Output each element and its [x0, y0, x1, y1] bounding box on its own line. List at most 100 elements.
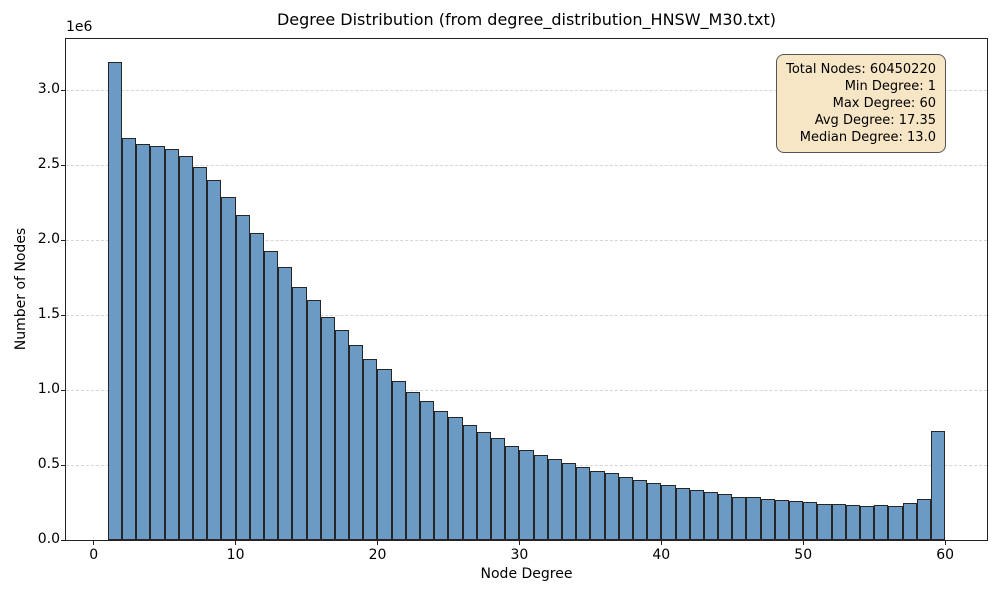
- histogram-bar-degree-12: [263, 250, 279, 540]
- histogram-bar-degree-15: [306, 300, 321, 540]
- histogram-bar-degree-3: [136, 144, 151, 540]
- histogram-bar-degree-21: [391, 381, 406, 540]
- gridline-y-1.5: [66, 315, 987, 316]
- histogram-bar-degree-30: [519, 450, 534, 540]
- stat-median-degree: Median Degree: 13.0: [799, 130, 936, 145]
- histogram-bar-degree-58: [916, 498, 931, 540]
- x-tick-mark-30: [518, 541, 520, 545]
- y-tick-mark-2.0: [61, 239, 65, 241]
- histogram-bar-degree-29: [505, 445, 520, 540]
- histogram-bar-degree-5: [164, 148, 179, 540]
- x-tick-label-40: 40: [652, 547, 671, 563]
- histogram-bar-degree-28: [491, 438, 506, 540]
- x-tick-label-60: 60: [936, 547, 955, 563]
- histogram-bar-degree-14: [292, 286, 307, 540]
- histogram-bar-degree-22: [405, 391, 421, 540]
- y-tick-mark-0.5: [61, 464, 65, 466]
- x-tick-label-0: 0: [89, 547, 99, 563]
- histogram-bar-degree-37: [618, 477, 633, 540]
- histogram-bar-degree-53: [845, 505, 860, 540]
- histogram-bar-degree-43: [703, 492, 719, 540]
- histogram-bar-degree-33: [561, 462, 577, 540]
- gridline-y-2.5: [66, 165, 987, 166]
- histogram-bar-degree-24: [434, 411, 449, 540]
- x-tick-label-50: 50: [794, 547, 813, 563]
- y-tick-mark-1.5: [61, 314, 65, 316]
- histogram-bar-degree-10: [235, 214, 250, 540]
- histogram-bar-degree-36: [604, 473, 619, 540]
- y-tick-label-1.0: 1.0: [37, 381, 60, 397]
- x-tick-label-10: 10: [226, 547, 245, 563]
- x-tick-label-20: 20: [368, 547, 387, 563]
- y-tick-label-2.0: 2.0: [37, 231, 60, 247]
- histogram-bar-degree-57: [902, 503, 917, 540]
- y-tick-label-3.0: 3.0: [37, 81, 60, 97]
- y-tick-label-2.5: 2.5: [37, 156, 60, 172]
- histogram-bar-degree-23: [420, 400, 435, 540]
- stat-avg-degree: Avg Degree: 17.35: [814, 113, 936, 128]
- y-tick-mark-3.0: [61, 89, 65, 91]
- gridline-y-1.0: [66, 390, 987, 391]
- histogram-bar-degree-17: [334, 330, 350, 540]
- y-tick-label-1.5: 1.5: [37, 306, 60, 322]
- x-tick-mark-10: [235, 541, 237, 545]
- stat-min-degree: Min Degree: 1: [844, 79, 936, 94]
- gridline-y-3.0: [66, 90, 987, 91]
- histogram-bar-degree-26: [462, 424, 477, 540]
- histogram-bar-degree-38: [632, 480, 648, 540]
- stat-total-nodes: Total Nodes: 60450220: [786, 62, 936, 77]
- histogram-bar-degree-42: [689, 489, 704, 540]
- x-tick-mark-40: [660, 541, 662, 545]
- y-tick-mark-2.5: [61, 164, 65, 166]
- x-tick-mark-0: [93, 541, 95, 545]
- x-tick-mark-20: [376, 541, 378, 545]
- histogram-bar-degree-19: [363, 358, 378, 540]
- histogram-bar-degree-40: [661, 485, 676, 540]
- histogram-bar-degree-27: [476, 432, 492, 540]
- y-tick-label-0.0: 0.0: [37, 531, 60, 547]
- histogram-bar-degree-2: [122, 138, 137, 540]
- histogram-bar-degree-4: [150, 145, 165, 540]
- plot-area: Total Nodes: 60450220 Min Degree: 1 Max …: [65, 38, 988, 541]
- y-tick-mark-1.0: [61, 389, 65, 391]
- chart-title: Degree Distribution (from degree_distrib…: [276, 10, 777, 29]
- x-axis-label: Node Degree: [480, 566, 573, 582]
- histogram-bar-degree-59: [930, 430, 946, 540]
- x-tick-label-30: 30: [510, 547, 529, 563]
- gridline-y-2.0: [66, 240, 987, 241]
- x-tick-mark-60: [944, 541, 946, 545]
- histogram-bar-degree-9: [221, 196, 236, 540]
- histogram-bar-degree-51: [817, 503, 832, 540]
- x-tick-mark-50: [802, 541, 804, 545]
- stat-max-degree: Max Degree: 60: [832, 96, 936, 111]
- histogram-bar-degree-54: [859, 505, 875, 540]
- histogram-bar-degree-50: [803, 502, 818, 540]
- histogram-bar-degree-7: [193, 166, 208, 540]
- histogram-bar-degree-16: [320, 316, 335, 540]
- histogram-bar-degree-13: [278, 267, 293, 540]
- histogram-bar-degree-39: [647, 483, 662, 540]
- histogram-bar-degree-34: [576, 466, 591, 540]
- histogram-bar-degree-1: [107, 61, 123, 540]
- y-tick-mark-0.0: [61, 539, 65, 541]
- histogram-bar-degree-8: [207, 180, 222, 540]
- histogram-bar-degree-56: [888, 505, 903, 540]
- histogram-bar-degree-31: [533, 455, 548, 540]
- histogram-bar-degree-25: [448, 417, 463, 540]
- histogram-bar-degree-35: [590, 470, 605, 540]
- histogram-bar-degree-49: [789, 501, 804, 540]
- histogram-bar-degree-46: [746, 497, 761, 540]
- histogram-bar-degree-20: [377, 369, 392, 540]
- histogram-bar-degree-47: [760, 498, 775, 540]
- histogram-bar-degree-11: [249, 232, 264, 540]
- histogram-bar-degree-6: [178, 156, 193, 540]
- y-axis-offset-label: 1e6: [66, 19, 93, 35]
- histogram-bar-degree-44: [718, 494, 733, 540]
- histogram-bar-degree-55: [874, 505, 889, 540]
- y-tick-label-0.5: 0.5: [37, 456, 60, 472]
- histogram-bar-degree-18: [349, 345, 364, 540]
- histogram-bar-degree-32: [547, 459, 562, 540]
- histogram-bar-degree-52: [831, 504, 846, 540]
- histogram-bar-degree-48: [774, 499, 790, 540]
